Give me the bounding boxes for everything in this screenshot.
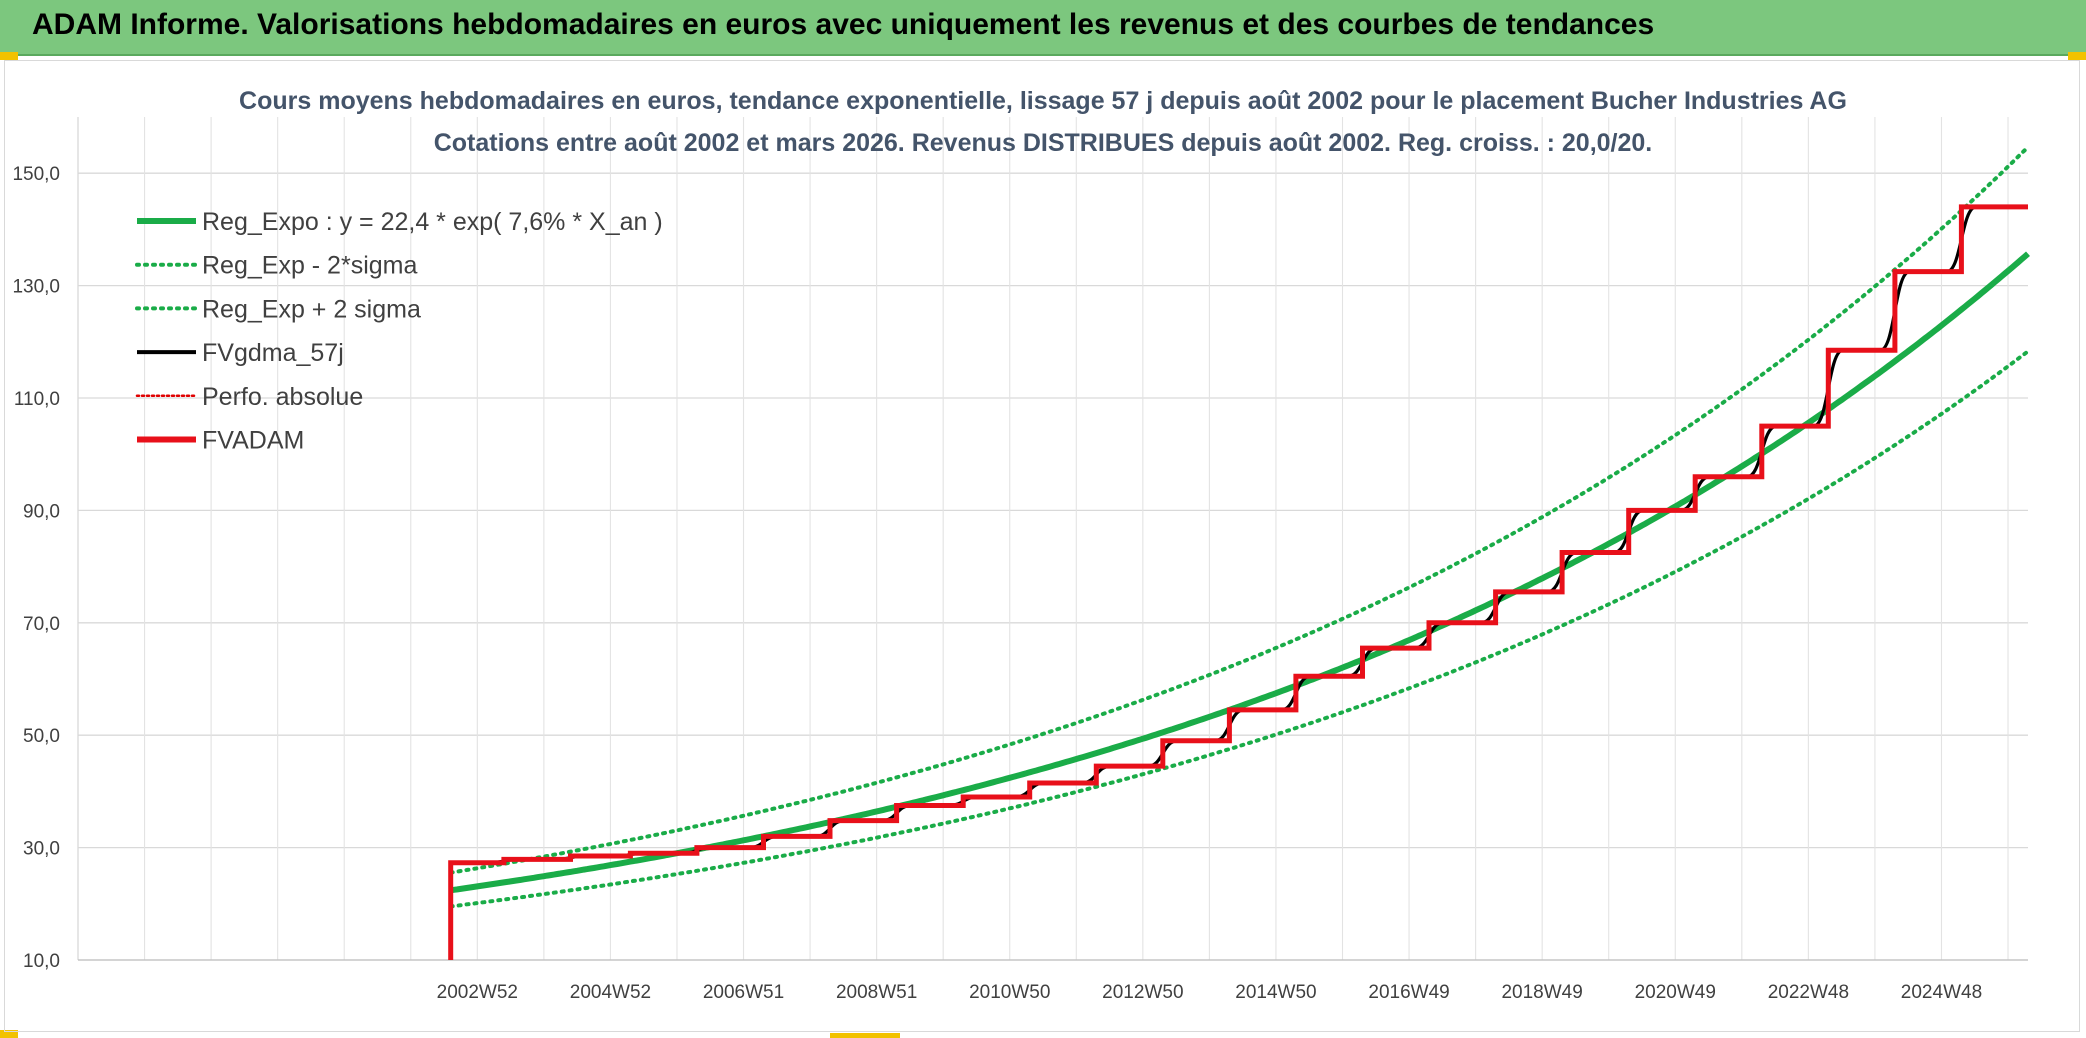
legend-label: Reg_Exp + 2 sigma [202, 295, 421, 323]
x-tick-label: 2006W51 [703, 982, 784, 1003]
x-tick-label: 2014W50 [1235, 982, 1316, 1003]
y-tick-label: 110,0 [14, 389, 60, 410]
series-reg-expo [450, 251, 2030, 894]
corner-accent-bottom-mid [830, 1033, 900, 1038]
chart-title-line-1: Cours moyens hebdomadaires en euros, ten… [239, 87, 1847, 115]
x-tick-label: 2020W49 [1635, 982, 1716, 1003]
corner-accent-top-left [0, 52, 18, 60]
series-reg-plus-2sigma [448, 145, 2030, 875]
legend-label: Perfo. absolue [202, 383, 363, 411]
y-tick-label: 10,0 [23, 951, 60, 972]
x-tick-label: 2008W51 [836, 982, 917, 1003]
corner-accent-top-right [2068, 52, 2086, 60]
title-banner: ADAM Informe. Valorisations hebdomadaire… [0, 0, 2086, 56]
x-axis: 2002W52 2004W52 2006W51 2008W51 2010W50 2012W… [437, 982, 1983, 1003]
series-reg-minus-2sigma [448, 349, 2030, 909]
chart-frame [4, 60, 2080, 1032]
x-tick-label: 2016W49 [1368, 982, 1449, 1003]
chart-title-line-2: Cotations entre août 2002 et mars 2026. … [434, 129, 1653, 157]
legend-label: FVgdma_57j [202, 339, 344, 367]
y-tick-label: 50,0 [23, 726, 60, 747]
y-tick-label: 130,0 [12, 277, 60, 298]
series-fvadam [448, 204, 2029, 960]
y-tick-label: 30,0 [23, 839, 60, 860]
y-axis: 10,0 30,0 50,0 70,0 90,0 110,0 130,0 150,0 [12, 117, 2028, 972]
x-tick-label: 2012W50 [1102, 982, 1183, 1003]
legend-label: Reg_Expo : y = 22,4 * exp( 7,6% * X_an ) [202, 208, 663, 236]
y-tick-label: 150,0 [12, 164, 60, 185]
x-tick-label: 2004W52 [570, 982, 651, 1003]
x-tick-label: 2018W49 [1501, 982, 1582, 1003]
x-tick-label: 2024W48 [1901, 982, 1982, 1003]
horizontal-gridlines [78, 172, 2028, 961]
x-tick-label: 2002W52 [437, 982, 518, 1003]
report-title: ADAM Informe. Valorisations hebdomadaire… [32, 8, 1655, 41]
y-tick-label: 70,0 [23, 614, 60, 635]
series-layer [448, 145, 2030, 960]
vertical-gridlines [144, 117, 2009, 960]
y-tick-label: 90,0 [23, 501, 60, 522]
legend: Reg_Expo : y = 22,4 * exp( 7,6% * X_an )… [135, 208, 663, 455]
legend-label: Reg_Exp - 2*sigma [202, 252, 417, 280]
x-tick-label: 2022W48 [1768, 982, 1849, 1003]
x-tick-label: 2010W50 [969, 982, 1050, 1003]
series-fvgdma-57j [450, 205, 2029, 865]
corner-accent-bottom-left [0, 1030, 18, 1038]
legend-label: FVADAM [202, 427, 304, 455]
